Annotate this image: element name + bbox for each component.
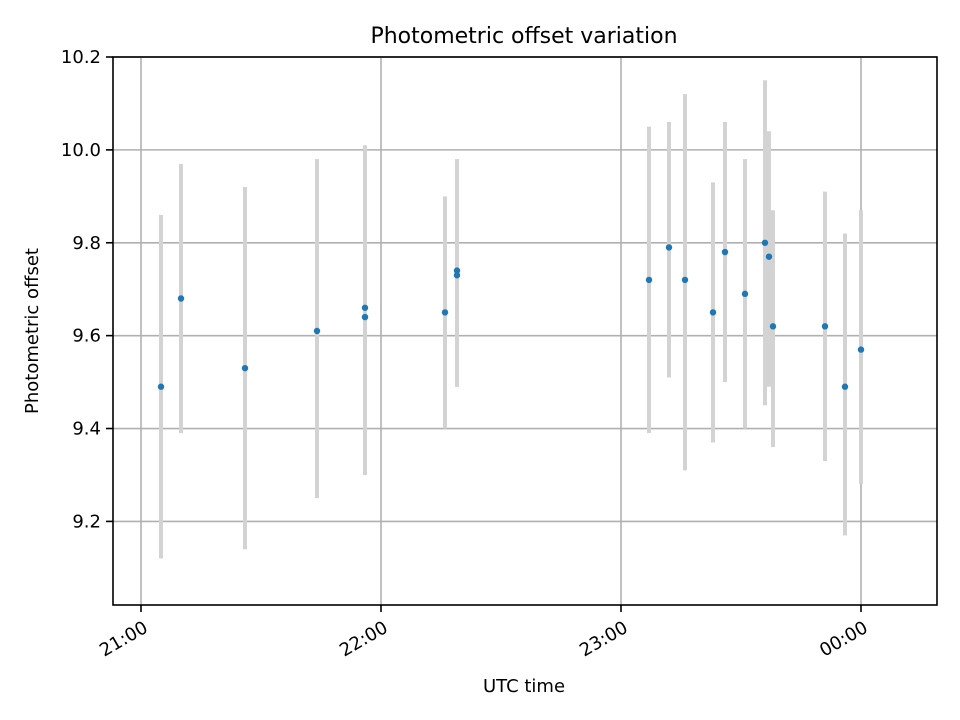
data-point	[441, 309, 449, 316]
data-points	[157, 239, 865, 390]
y-tick-label: 9.6	[72, 326, 101, 347]
data-point	[721, 248, 729, 256]
chart-title: Photometric offset variation	[370, 24, 677, 49]
data-point	[645, 276, 653, 284]
data-point	[361, 304, 369, 311]
y-tick-label: 10.2	[61, 47, 101, 68]
data-point	[741, 290, 749, 298]
data-point	[821, 323, 829, 330]
y-tick-label: 9.2	[72, 511, 101, 532]
data-point	[761, 239, 769, 246]
x-tick-label: 00:00	[816, 617, 871, 661]
data-point	[453, 267, 461, 274]
data-point	[313, 327, 321, 335]
y-tick-label: 10.0	[61, 140, 101, 161]
data-point	[665, 244, 673, 251]
data-point	[709, 309, 717, 316]
data-point	[681, 276, 689, 284]
x-axis-label: UTC time	[483, 676, 565, 697]
data-point	[769, 323, 777, 330]
x-tick-label: 23:00	[576, 617, 631, 661]
data-point	[361, 313, 369, 321]
data-point	[765, 253, 773, 260]
y-tick-label: 9.8	[72, 233, 101, 254]
x-tick-label: 21:00	[96, 617, 151, 661]
data-point	[453, 272, 461, 279]
data-point	[241, 364, 249, 372]
plot-frame	[112, 56, 938, 606]
grid	[113, 56, 937, 605]
data-point	[157, 383, 165, 390]
y-axis-label: Photometric offset	[22, 248, 43, 414]
x-tick-label: 22:00	[336, 617, 391, 661]
data-point	[841, 383, 849, 390]
y-tick-label: 9.4	[72, 419, 101, 440]
data-point	[857, 346, 865, 353]
error-bars	[159, 80, 863, 559]
data-point	[177, 295, 185, 302]
